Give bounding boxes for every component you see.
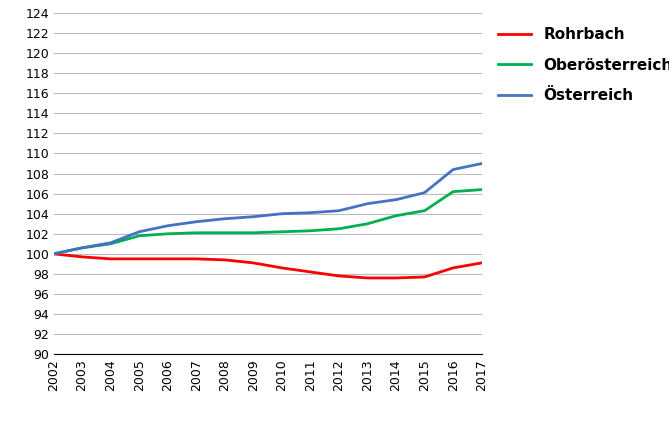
Legend: Rohrbach, Oberösterreich, Österreich: Rohrbach, Oberösterreich, Österreich bbox=[498, 27, 669, 103]
